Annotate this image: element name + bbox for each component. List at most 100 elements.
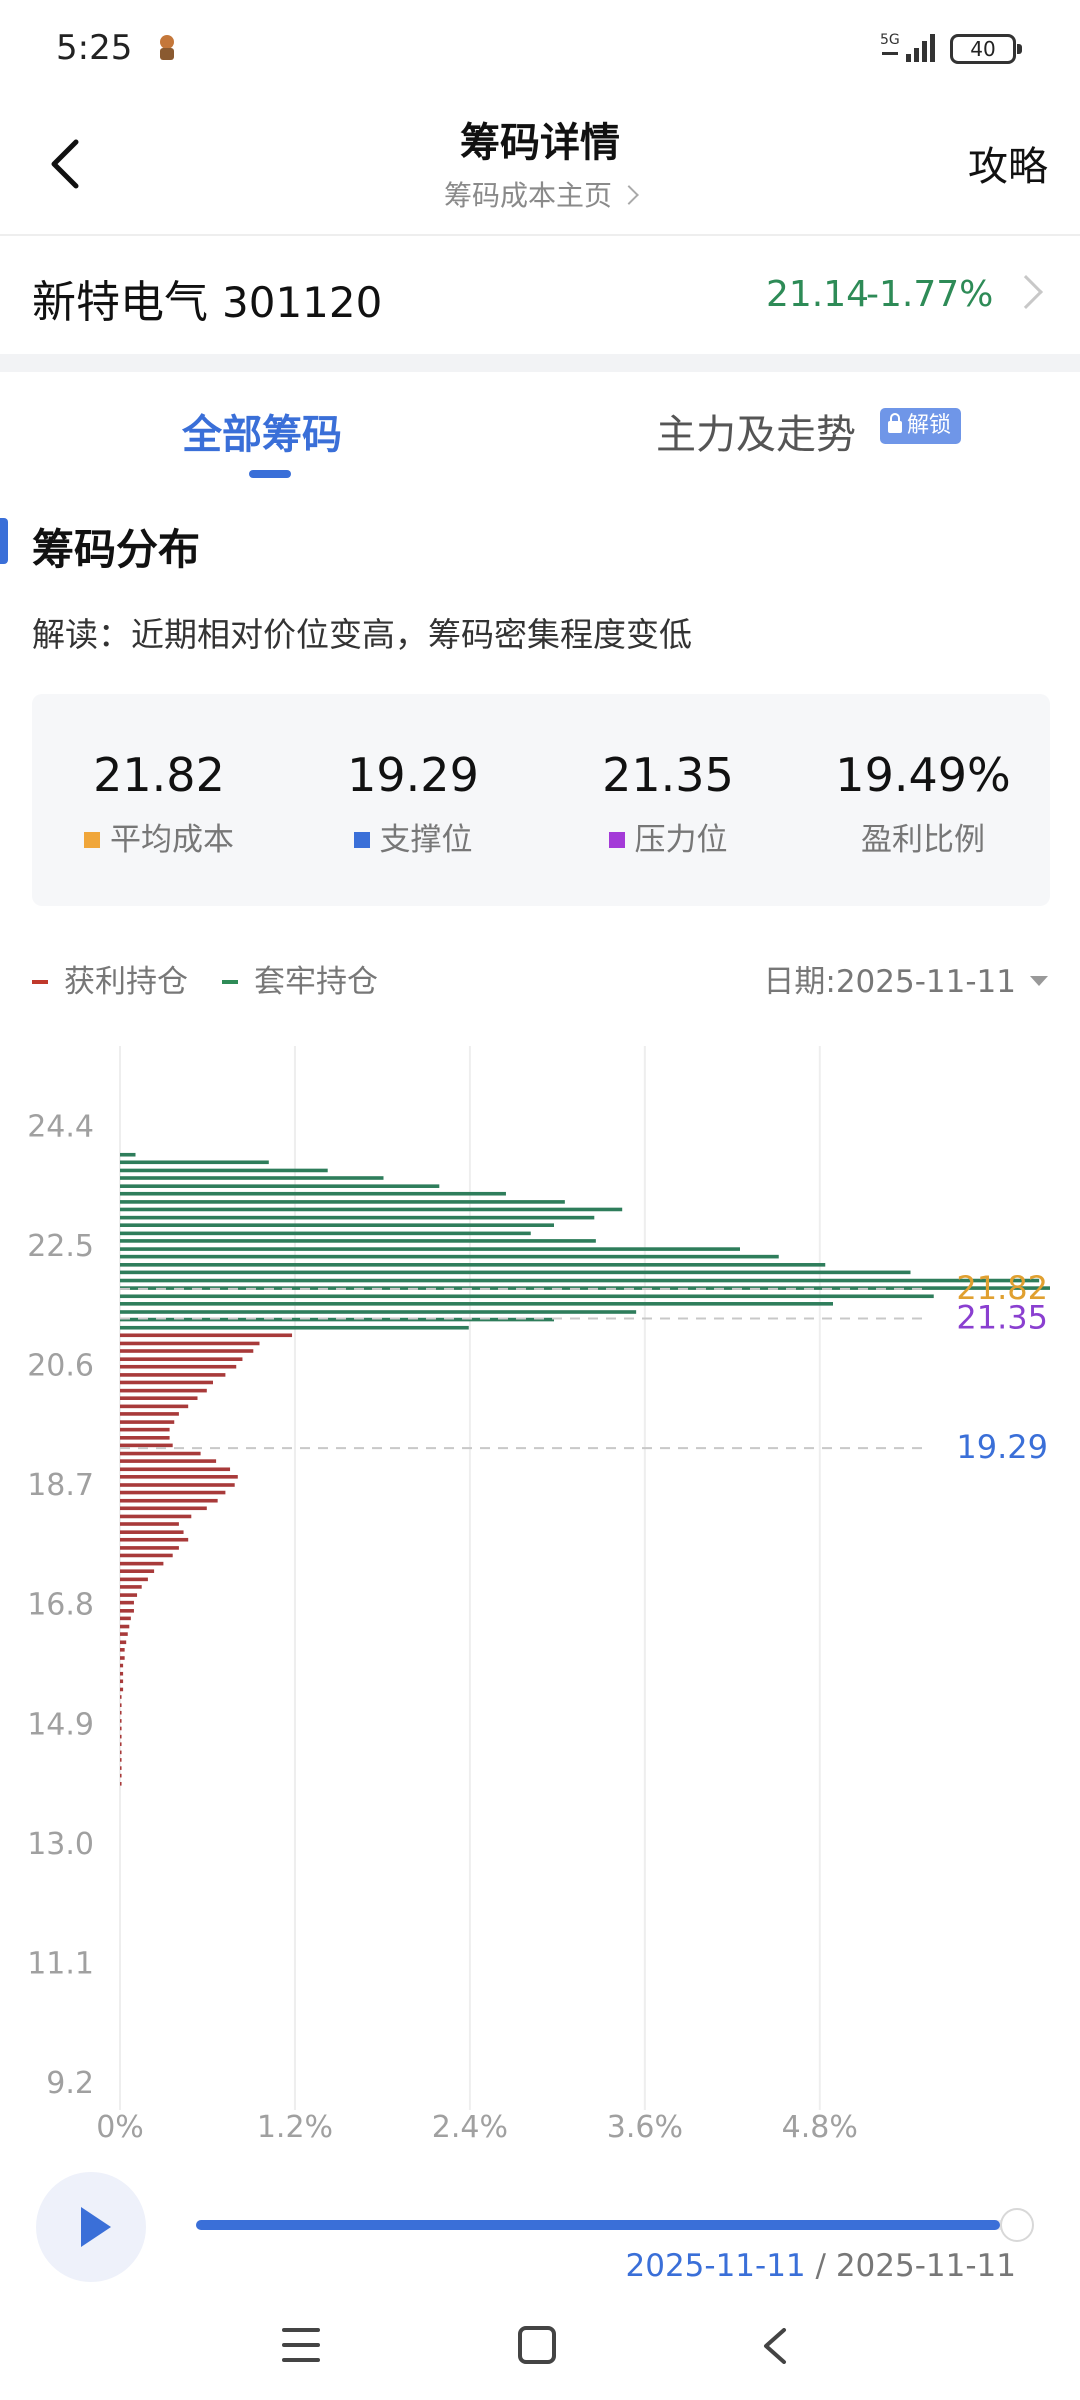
chip-bar xyxy=(120,1152,136,1157)
chip-bar xyxy=(120,1679,124,1684)
support-square-icon xyxy=(353,832,370,848)
chip-bar xyxy=(120,1168,328,1173)
x-tick-label: 3.6% xyxy=(607,2110,683,2145)
stat-value: 19.29 xyxy=(347,748,479,802)
chip-bar xyxy=(120,1537,189,1542)
menu-icon[interactable] xyxy=(282,2328,320,2362)
chip-bar xyxy=(120,1254,779,1259)
back-arrow-icon[interactable] xyxy=(42,134,92,194)
chip-bar xyxy=(120,1191,506,1196)
y-tick-label: 9.2 xyxy=(46,2066,94,2101)
y-tick-label: 14.9 xyxy=(27,1707,94,1742)
timeline-separator: / xyxy=(805,2248,836,2284)
play-icon xyxy=(81,2207,111,2247)
play-button[interactable] xyxy=(36,2172,146,2282)
chart-bars xyxy=(120,1152,1050,1786)
chip-bar xyxy=(120,1593,138,1597)
x-tick-label: 0% xyxy=(96,2110,144,2145)
date-selector[interactable]: 日期:2025-11-11 xyxy=(763,956,1048,1001)
stat-support: 19.29 支撑位 xyxy=(286,748,540,859)
chip-bar xyxy=(120,1357,243,1361)
chip-bar xyxy=(120,1475,238,1479)
chevron-right-icon xyxy=(619,185,639,205)
chip-bar xyxy=(120,1388,207,1393)
timeline-slider[interactable] xyxy=(196,2220,1016,2230)
chip-bar xyxy=(120,1200,565,1204)
chip-bar xyxy=(120,1247,740,1251)
chip-bar xyxy=(120,1176,384,1180)
unlock-label: 解锁 xyxy=(907,413,952,438)
stat-pressure: 21.35 压力位 xyxy=(541,748,795,859)
battery-icon: 40 xyxy=(950,34,1022,64)
chip-bar xyxy=(120,1648,125,1652)
section-title: 筹码分布 xyxy=(32,525,201,574)
chip-bar xyxy=(120,1223,554,1227)
y-tick-label: 16.8 xyxy=(27,1588,94,1623)
chip-bar xyxy=(120,1278,1040,1283)
cost-home-link[interactable]: 筹码成本主页 xyxy=(0,174,1080,214)
chip-bar xyxy=(120,1302,833,1306)
home-icon[interactable] xyxy=(518,2326,556,2364)
chip-bar xyxy=(120,1726,122,1731)
chip-bar xyxy=(120,1231,531,1236)
chip-bar xyxy=(120,1530,184,1534)
x-tick-label: 2.4% xyxy=(432,2110,508,2145)
x-tick-label: 1.2% xyxy=(257,2110,333,2145)
y-tick-label: 20.6 xyxy=(27,1349,94,1384)
chip-bar xyxy=(120,1451,201,1456)
y-tick-label: 13.0 xyxy=(27,1827,94,1862)
timeline-handle[interactable] xyxy=(1000,2208,1034,2242)
stock-price: 21.14 xyxy=(766,274,870,315)
chip-bar xyxy=(120,1160,269,1165)
strategy-button[interactable]: 攻略 xyxy=(968,144,1048,190)
chip-bar xyxy=(120,1420,175,1424)
stats-card: 21.82 平均成本 19.29 支撑位 21.35 压力位 19.49% 盈利… xyxy=(32,694,1050,906)
chip-bar xyxy=(120,1569,155,1573)
chip-bar xyxy=(120,1671,124,1676)
chip-bar xyxy=(120,1427,170,1432)
cost-home-label: 筹码成本主页 xyxy=(443,179,612,212)
chip-bar xyxy=(120,1317,554,1322)
x-axis: 0% 1.2% 2.4% 3.6% 4.8% xyxy=(96,2110,858,2145)
chip-bar xyxy=(120,1333,293,1338)
chip-bar xyxy=(120,1373,226,1377)
y-axis: 24.4 22.5 20.6 18.7 16.8 14.9 13.0 11.1 9.2 xyxy=(27,1110,94,2101)
timeline-dates: 2025-11-11 / 2025-11-11 xyxy=(626,2248,1017,2284)
chip-bar xyxy=(120,1490,226,1495)
chip-bar xyxy=(120,1412,179,1416)
chip-bar xyxy=(120,1656,125,1660)
chip-bar xyxy=(120,1294,934,1299)
lock-icon xyxy=(888,413,902,433)
pressure-square-icon xyxy=(608,832,625,848)
timeline-current-date: 2025-11-11 xyxy=(625,2248,806,2284)
chip-bar xyxy=(120,1577,148,1582)
stat-label: 支撑位 xyxy=(379,822,473,858)
stat-value: 19.49% xyxy=(835,748,1011,802)
nav-back-icon[interactable] xyxy=(760,2328,790,2364)
stock-row[interactable]: 新特电气 301120 21.14 -1.77% xyxy=(0,238,1080,356)
chip-bar xyxy=(120,1215,595,1220)
page-title: 筹码详情 xyxy=(460,120,620,166)
legend-trapped-label: 套牢持仓 xyxy=(254,964,378,1000)
stat-label: 盈利比例 xyxy=(861,822,985,858)
chip-bar xyxy=(120,1207,623,1212)
stat-avg-cost: 21.82 平均成本 xyxy=(32,748,286,859)
trapped-dash-icon xyxy=(222,980,238,984)
chip-bar xyxy=(120,1773,122,1778)
chip-bar xyxy=(120,1286,1050,1290)
caret-down-icon xyxy=(1030,976,1048,986)
unlock-badge[interactable]: 解锁 xyxy=(880,408,962,444)
chip-bar xyxy=(120,1522,179,1526)
stock-code: 301120 xyxy=(222,278,383,327)
tab-all-chips[interactable]: 全部筹码 xyxy=(182,412,342,458)
status-time: 5:25 xyxy=(56,28,133,68)
chip-bar xyxy=(120,1703,122,1707)
system-nav-bar xyxy=(0,2290,1080,2400)
chip-bar xyxy=(120,1396,198,1400)
chip-bar xyxy=(120,1640,127,1645)
section-divider xyxy=(0,354,1080,372)
y-tick-label: 24.4 xyxy=(27,1110,94,1145)
chart-grid xyxy=(119,1046,821,2110)
tab-main-trend[interactable]: 主力及走势 xyxy=(656,412,856,458)
